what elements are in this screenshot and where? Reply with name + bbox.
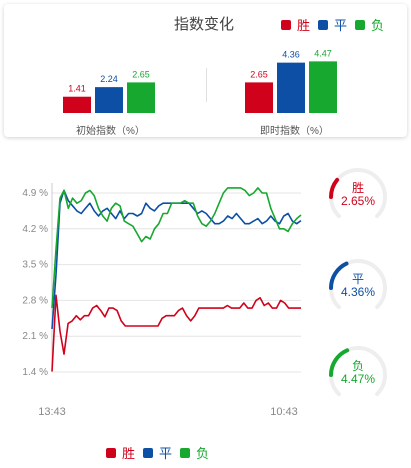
x-tick-label-start: 13:43 bbox=[38, 406, 66, 418]
index-trend-chart: 1.4 % 2.1 % 2.8 % 3.5 % 4.2 % 4.9 % 13:43 10:43 bbox=[22, 183, 302, 418]
index-summary-card bbox=[4, 4, 407, 137]
legend-swatch-draw bbox=[318, 19, 329, 30]
bar-win-0 bbox=[63, 96, 91, 113]
legend-item-lose: 负 bbox=[355, 15, 384, 34]
bar-value-label-lose-0: 2.65 bbox=[132, 69, 150, 79]
top-legend: 胜 平 负 bbox=[281, 15, 392, 34]
initial-index-label: 初始指数（%） bbox=[76, 126, 145, 137]
x-tick-label-end: 10:43 bbox=[270, 406, 298, 418]
legend-swatch-lose bbox=[355, 19, 366, 30]
legend-item-lose: 负 bbox=[180, 443, 209, 462]
gauge-draw-ring bbox=[329, 259, 387, 310]
gauge-win-name: 胜 bbox=[351, 181, 364, 195]
gauge-win-value: 2.65% bbox=[340, 194, 376, 208]
bar-draw-1 bbox=[277, 62, 305, 113]
legend-swatch-lose bbox=[180, 447, 191, 458]
line-series-win bbox=[51, 294, 301, 372]
legend-swatch-win bbox=[281, 19, 291, 30]
legend-label-win: 胜 bbox=[122, 446, 136, 461]
legend-label-win: 胜 bbox=[297, 18, 311, 33]
bar-lose-0 bbox=[127, 82, 155, 113]
y-tick-label: 3.5 % bbox=[22, 260, 48, 271]
bar-value-label-draw-1: 4.36 bbox=[282, 50, 300, 60]
legend-swatch-draw bbox=[143, 447, 154, 458]
gauge-draw-value: 4.36% bbox=[340, 285, 376, 299]
gauge-lose: 负 4.47% bbox=[328, 345, 388, 401]
gauge-track bbox=[329, 168, 387, 219]
line-series-lose bbox=[51, 187, 302, 309]
legend-label-lose: 负 bbox=[371, 18, 385, 33]
live-index-label: 即时指数（%） bbox=[260, 126, 329, 137]
gauge-lose-value: 4.47% bbox=[340, 372, 376, 386]
bar-value-label-draw-0: 2.24 bbox=[100, 74, 118, 84]
gauge-win-ring bbox=[329, 168, 387, 219]
bar-draw-0 bbox=[95, 87, 123, 113]
line-series-draw bbox=[51, 189, 302, 330]
bar-value-label-lose-1: 4.47 bbox=[314, 48, 332, 58]
index-bar-chart: 1.41 2.24 2.65 2.65 4.36 4.47 bbox=[63, 48, 337, 113]
y-tick-label: 2.1 % bbox=[22, 331, 48, 342]
bar-lose-1 bbox=[309, 61, 337, 113]
gauge-lose-ring bbox=[329, 346, 387, 397]
gauge-draw-name: 平 bbox=[351, 272, 364, 286]
gauge-fill bbox=[329, 177, 340, 199]
legend-item-draw: 平 bbox=[318, 15, 347, 34]
legend-item-win: 胜 bbox=[106, 443, 135, 462]
y-tick-label: 2.8 % bbox=[22, 295, 48, 306]
bottom-legend: 胜 平 负 bbox=[106, 443, 217, 462]
y-tick-label: 4.2 % bbox=[22, 224, 48, 235]
gauge-lose-name: 负 bbox=[351, 359, 364, 373]
group-divider bbox=[206, 68, 207, 102]
bar-value-label-win-0: 1.41 bbox=[68, 84, 86, 94]
gauge-win: 胜 2.65% bbox=[328, 167, 388, 223]
gauge-track bbox=[329, 346, 387, 397]
legend-item-draw: 平 bbox=[143, 443, 172, 462]
gauge-track bbox=[329, 259, 387, 310]
gauge-fill bbox=[329, 261, 349, 290]
gauge-draw: 平 4.36% bbox=[328, 258, 388, 314]
legend-label-draw: 平 bbox=[159, 446, 173, 461]
gauge-fill bbox=[329, 348, 350, 377]
bar-win-1 bbox=[245, 82, 273, 113]
y-tick-label: 4.9 % bbox=[22, 188, 48, 199]
legend-swatch-win bbox=[106, 447, 116, 458]
bar-value-label-win-1: 2.65 bbox=[250, 69, 268, 79]
legend-label-draw: 平 bbox=[334, 18, 348, 33]
page-title: 指数变化 bbox=[174, 16, 235, 33]
y-tick-label: 1.4 % bbox=[22, 367, 48, 378]
legend-item-win: 胜 bbox=[281, 15, 310, 34]
legend-label-lose: 负 bbox=[196, 446, 210, 461]
